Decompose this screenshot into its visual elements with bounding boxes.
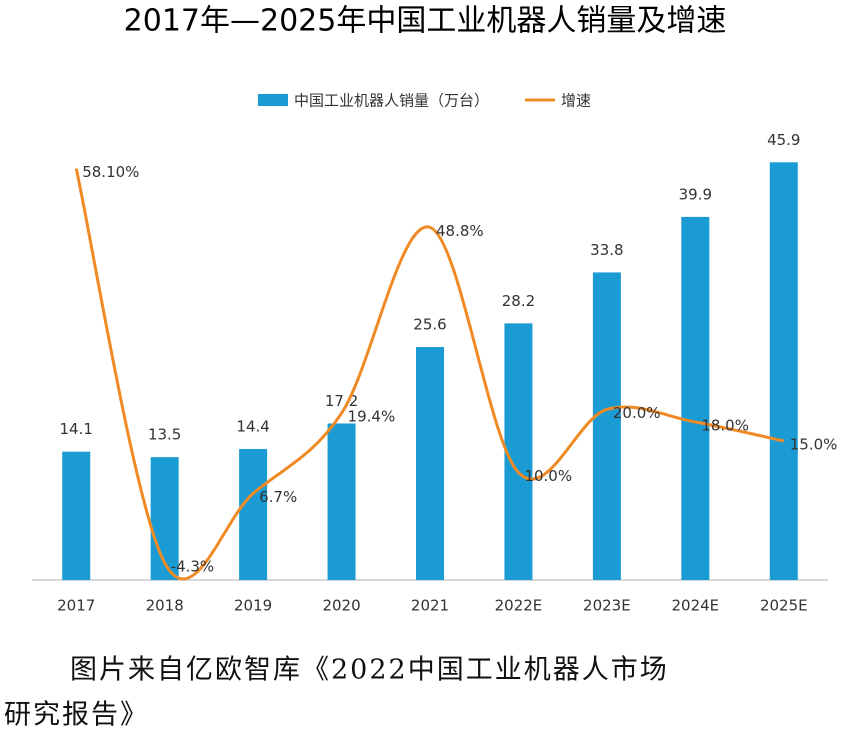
bar-value-label: 14.1 [60,420,93,438]
x-tick-label: 2017 [57,597,95,615]
bar [150,457,179,580]
x-tick-label: 2025E [760,597,808,615]
line-value-label: 58.10% [82,163,139,181]
bar-value-label: 33.8 [590,241,623,259]
bar-value-label: 39.9 [679,185,712,203]
line-value-label: 6.7% [259,488,297,506]
chart-title: 2017年—2025年中国工业机器人销量及增速 [124,4,727,39]
x-tick-label: 2023E [583,597,631,615]
line-value-label: 20.0% [613,404,661,422]
x-tick-label: 2021 [411,597,449,615]
line [74,168,785,581]
bar [62,451,91,580]
bar [327,423,356,580]
line-value-label: 48.8% [436,222,484,240]
line-value-label: -4.3% [171,557,215,575]
line-value-label: 19.4% [348,408,396,426]
legend-label: 增速 [561,92,591,110]
bar [504,323,533,580]
bar [592,272,621,580]
x-tick-label: 2022E [495,597,543,615]
x-tick-label: 2019 [234,597,272,615]
legend-label: 中国工业机器人销量（万台） [294,92,489,110]
source-line: 图片来自亿欧智库《2022中国工业机器人市场 [70,655,669,686]
line-value-label: 10.0% [524,467,572,485]
source-line: 研究报告》 [4,700,149,731]
legend-swatch [258,94,288,106]
bar-value-label: 25.6 [413,316,446,334]
bar [239,448,268,580]
line-value-label: 15.0% [790,435,838,453]
bar-value-label: 14.4 [236,417,269,435]
x-tick-label: 2024E [672,597,720,615]
bar [416,347,444,580]
x-tick-label: 2020 [322,597,360,615]
bar-value-label: 13.5 [148,426,181,444]
bar-value-label: 28.2 [502,292,535,310]
bar [681,216,710,580]
bar-value-label: 45.9 [767,131,800,149]
x-tick-label: 2018 [146,597,184,615]
line-value-label: 18.0% [701,417,749,435]
bar [769,162,798,580]
